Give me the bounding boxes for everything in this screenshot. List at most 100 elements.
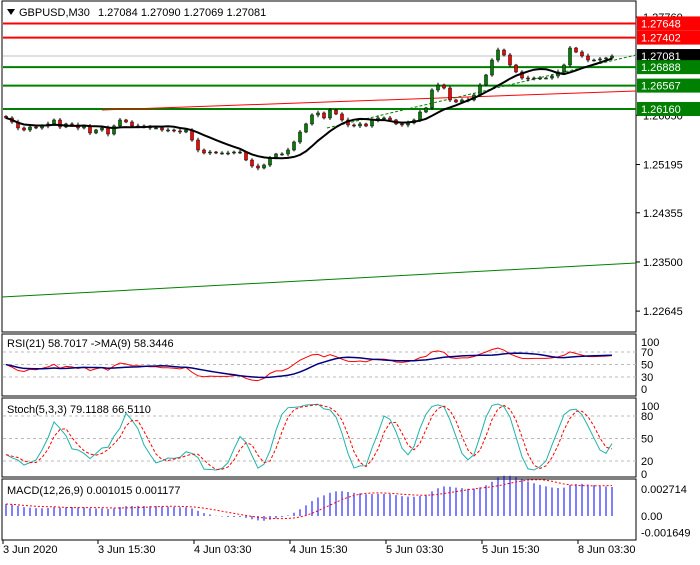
time-label: 5 Jun 03:30 (386, 544, 444, 556)
candle-body (238, 151, 242, 154)
price-level-tag (637, 102, 700, 116)
candle-body (112, 125, 116, 135)
price-level-label: 1.27648 (641, 18, 681, 30)
candle-body (610, 55, 614, 59)
candle-body (94, 129, 98, 134)
candle-body (496, 49, 500, 61)
stoch-d-line (5, 404, 613, 471)
price-level-label: 1.26567 (641, 81, 681, 93)
candle-body (604, 57, 608, 60)
candle-body (154, 127, 158, 130)
price-level-label: 1.27081 (641, 51, 681, 63)
candle-body (550, 75, 554, 79)
candle-body (586, 55, 590, 61)
macd-tick-label: 0.002714 (641, 484, 687, 496)
main-price-panel[interactable] (1, 0, 637, 333)
candle-body (580, 51, 584, 57)
time-label: 3 Jun 15:30 (98, 544, 156, 556)
candle-body (58, 119, 62, 128)
candle-body (22, 127, 26, 131)
candle-body (34, 126, 38, 129)
price-level-tag (637, 60, 700, 75)
symbol-label: GBPUSD,M30 (19, 7, 90, 19)
candle-body (478, 84, 482, 96)
candle-body (250, 159, 254, 167)
candle-body (316, 112, 320, 116)
candle-body (574, 47, 578, 53)
candle-body (298, 131, 302, 143)
candle-body (160, 127, 164, 131)
candle-body (502, 49, 506, 56)
price-tick-label: 1.23500 (643, 257, 683, 269)
macd-tick-label: -0.001649 (641, 527, 691, 539)
candle-body (100, 127, 104, 131)
time-label: 8 Jun 03:30 (578, 544, 636, 556)
trendline (101, 90, 637, 111)
candle-body (430, 89, 434, 109)
candle-body (448, 87, 452, 101)
candle-body (232, 151, 236, 154)
candle-body (562, 64, 566, 73)
candle-body (178, 130, 182, 133)
candle-body (214, 151, 218, 154)
candle-body (130, 121, 134, 127)
candle-body (172, 129, 176, 132)
candle-body (418, 111, 422, 121)
price-level-label: 1.26888 (641, 62, 681, 74)
candle-body (526, 77, 530, 80)
candle-body (256, 165, 260, 169)
stoch-title: Stoch(5,3,3) 79.1188 66.5110 (7, 404, 151, 416)
candle-body (382, 117, 386, 120)
candle-body (280, 153, 284, 156)
price-level-tag (637, 78, 700, 93)
time-label: 3 Jun 2020 (3, 544, 57, 556)
rsi-tick-label: 50 (641, 360, 653, 372)
stoch-tick-label: 20 (641, 456, 653, 468)
candle-body (226, 152, 230, 155)
candle-body (208, 151, 212, 154)
rsi-ma-line (5, 352, 613, 379)
stoch-tick-label: 0 (641, 469, 647, 481)
moving-average-line (5, 57, 613, 160)
candle-body (328, 109, 332, 119)
candle-body (400, 123, 404, 126)
candle-body (514, 64, 518, 73)
macd-signal-line (5, 479, 613, 520)
candle-body (292, 141, 296, 151)
stoch-tick-label: 100 (641, 401, 659, 413)
rsi-tick-label: 70 (641, 347, 653, 359)
candle-body (388, 117, 392, 121)
price-tick-label: 1.25195 (643, 159, 683, 171)
rsi-tick-label: 100 (641, 337, 659, 349)
candle-body (484, 74, 488, 86)
rsi-tick-label: 30 (641, 372, 653, 384)
price-level-tag (637, 30, 700, 45)
rsi-title: RSI(21) 58.7017 ->MA(9) 58.3446 (7, 338, 174, 350)
candle-body (184, 129, 188, 133)
candle-body (424, 107, 428, 113)
price-tick-label: 1.24355 (643, 208, 683, 220)
rsi-line (5, 347, 613, 382)
rsi-tick-label: 0 (641, 384, 647, 396)
candle-body (352, 124, 356, 127)
candle-body (310, 114, 314, 125)
trendline (1, 262, 637, 298)
candle-body (268, 157, 272, 166)
time-label: 4 Jun 15:30 (290, 544, 348, 556)
collapse-triangle-icon[interactable] (7, 9, 15, 15)
price-level-label: 1.27402 (641, 33, 681, 45)
price-level-tag (637, 49, 700, 64)
candle-body (322, 112, 326, 119)
time-label: 5 Jun 15:30 (482, 544, 540, 556)
candle-body (568, 47, 572, 66)
stoch-panel[interactable] (1, 397, 637, 478)
candle-body (286, 149, 290, 155)
candle-body (304, 123, 308, 133)
candle-body (118, 119, 122, 127)
price-level-label: 1.26160 (641, 104, 681, 116)
stoch-tick-label: 50 (641, 434, 653, 446)
price-level-tag (637, 16, 700, 31)
candle-body (490, 59, 494, 76)
candle-body (364, 123, 368, 127)
